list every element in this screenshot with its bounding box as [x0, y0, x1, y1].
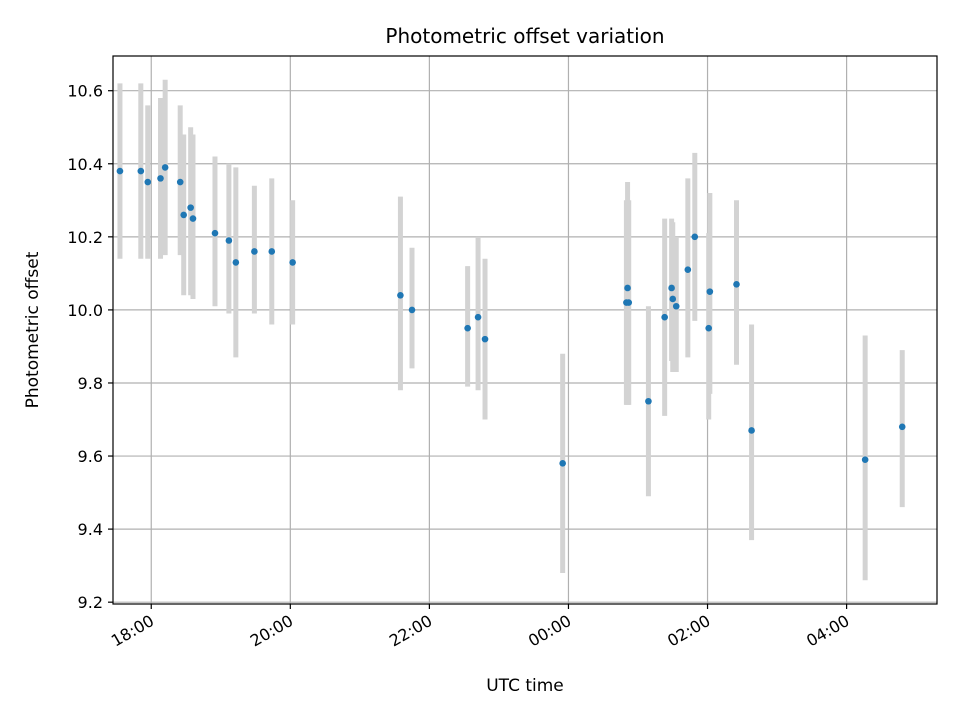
- y-tick-label: 10.2: [67, 228, 103, 247]
- y-tick-label: 9.4: [78, 520, 103, 539]
- data-point: [668, 284, 675, 292]
- data-point: [748, 427, 755, 434]
- data-point: [672, 302, 680, 310]
- data-point: [669, 295, 677, 303]
- data-point: [625, 299, 633, 306]
- data-point: [189, 215, 197, 222]
- y-tick-label: 9.6: [78, 447, 103, 466]
- data-point: [705, 324, 712, 332]
- data-point: [251, 248, 258, 255]
- data-points: [116, 164, 906, 467]
- data-point: [180, 211, 187, 219]
- y-tick-label: 9.2: [78, 593, 103, 612]
- data-point: [268, 248, 276, 255]
- data-point: [397, 291, 404, 299]
- data-point: [624, 284, 631, 292]
- data-point: [408, 306, 416, 314]
- data-point: [232, 259, 240, 266]
- data-point: [559, 460, 566, 467]
- data-point: [861, 456, 869, 463]
- data-point: [144, 178, 152, 186]
- data-point: [289, 259, 296, 266]
- data-point: [464, 324, 471, 332]
- data-point: [225, 237, 233, 244]
- data-point: [157, 175, 164, 182]
- data-point: [116, 167, 124, 175]
- x-axis-label: UTC time: [486, 676, 564, 696]
- y-tick-label: 10.6: [67, 82, 103, 101]
- y-tick-label: 10.0: [67, 301, 103, 320]
- chart-title: Photometric offset variation: [385, 24, 664, 48]
- data-point: [645, 397, 652, 405]
- data-point: [211, 229, 219, 237]
- data-point: [187, 204, 194, 211]
- data-point: [684, 266, 692, 274]
- y-tick-label: 10.4: [67, 155, 103, 174]
- y-axis-ticks: 9.2 9.4 9.6 9.8 10.0 10.2 10.4 10.6: [67, 82, 113, 612]
- data-point: [661, 313, 668, 321]
- data-point: [474, 313, 482, 321]
- y-axis-label: Photometric offset: [23, 251, 43, 408]
- data-point: [176, 178, 184, 186]
- y-tick-label: 9.8: [78, 374, 103, 393]
- data-point: [161, 164, 169, 171]
- data-point: [481, 335, 489, 343]
- plot-frame: [112, 55, 938, 605]
- data-point: [137, 167, 145, 175]
- data-point: [733, 281, 740, 288]
- data-point: [691, 233, 699, 241]
- grid: [113, 56, 937, 604]
- data-point: [898, 423, 906, 431]
- data-point: [706, 288, 714, 295]
